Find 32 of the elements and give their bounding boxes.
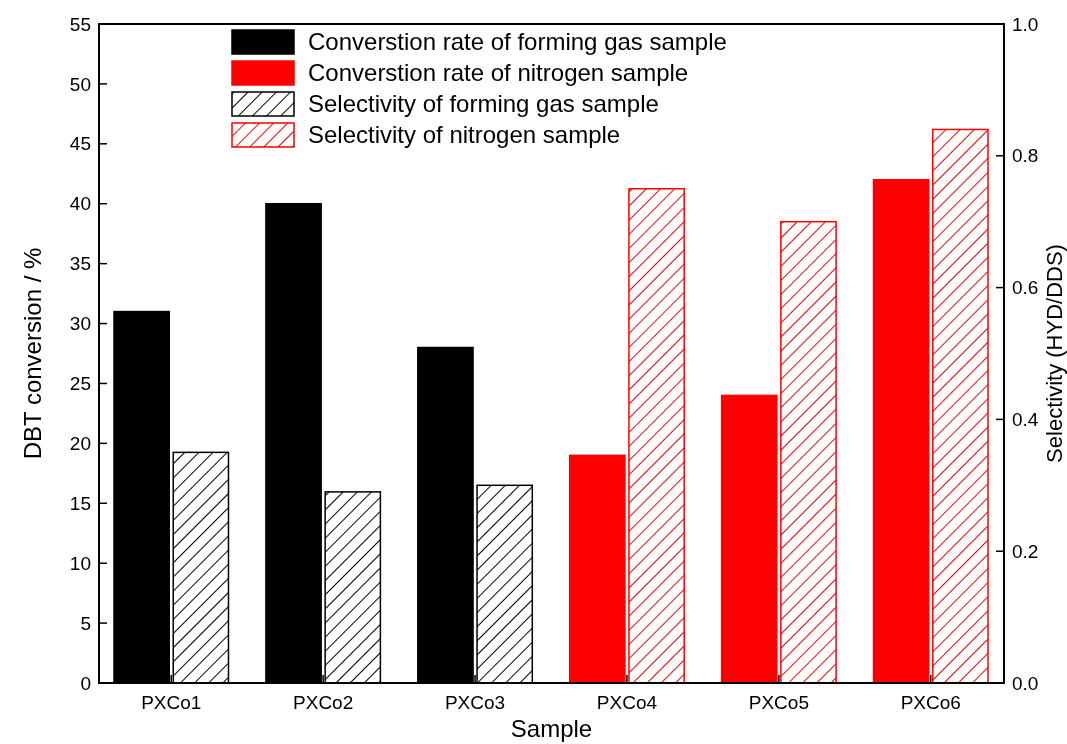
y2-tick-label: 0.4 <box>1012 409 1039 431</box>
y-tick-label: 30 <box>69 313 91 335</box>
legend-label: Converstion rate of forming gas sample <box>308 28 727 56</box>
x-tick-label: PXCo1 <box>141 692 202 713</box>
x-tick-label: PXCo5 <box>748 692 809 713</box>
y-tick-label: 25 <box>69 373 91 395</box>
y2-tick-label: 0.2 <box>1012 540 1039 562</box>
y-tick-label: 10 <box>69 552 91 574</box>
y-tick-label: 15 <box>69 492 91 514</box>
y-tick-label: 50 <box>69 73 91 95</box>
y2-tick-label: 0.0 <box>1012 672 1039 694</box>
x-tick-label: PXCo2 <box>293 692 354 713</box>
legend-label: Selectivity of forming gas sample <box>308 90 659 118</box>
x-axis-title: Sample <box>510 715 593 742</box>
y-tick-label: 5 <box>80 612 91 634</box>
y2-tick-label: 1.0 <box>1012 13 1039 35</box>
legend-label: Selectivity of nitrogen sample <box>308 121 621 149</box>
y-tick-label: 0 <box>80 672 91 694</box>
x-tick-label: PXCo4 <box>596 692 658 713</box>
legend-label: Converstion rate of nitrogen sample <box>308 59 689 87</box>
y2-tick-label: 0.6 <box>1012 277 1039 299</box>
y-tick-label: 40 <box>69 193 91 215</box>
x-tick-label: PXCo6 <box>900 692 961 713</box>
y-tick-label: 45 <box>69 133 91 155</box>
y-tick-label: 55 <box>69 13 91 35</box>
bar <box>628 188 685 684</box>
y-tick-label: 20 <box>69 433 91 455</box>
y2-axis-title: Selectivity (HYD/DDS) <box>1042 244 1067 463</box>
y-tick-label: 35 <box>69 253 91 275</box>
y-axis-title: DBT conversion / % <box>19 247 46 460</box>
x-tick-label: PXCo3 <box>444 692 506 713</box>
y2-tick-label: 0.8 <box>1012 145 1039 167</box>
